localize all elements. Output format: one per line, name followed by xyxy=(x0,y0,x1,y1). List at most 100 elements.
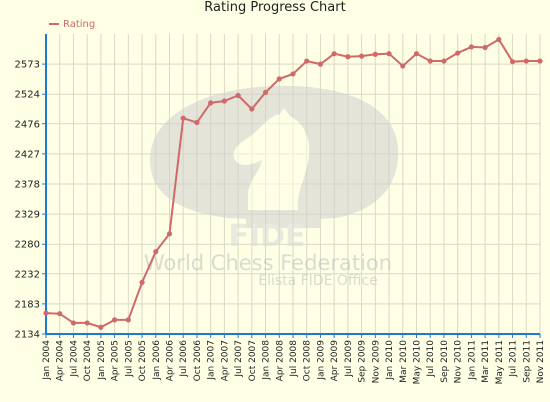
x-tick-label: Jan 2011 xyxy=(467,340,477,381)
x-tick-label: Oct 2006 xyxy=(193,340,203,382)
data-point xyxy=(482,44,488,51)
data-point xyxy=(235,92,241,99)
data-point xyxy=(43,310,49,316)
data-point xyxy=(468,44,474,50)
watermark-line2: Elista FIDE Office xyxy=(258,273,378,289)
fide-watermark: FIDE World Chess Federation Elista FIDE … xyxy=(144,85,399,289)
data-point xyxy=(523,58,529,64)
x-tick-label: Nov 2010 xyxy=(454,340,464,384)
data-point xyxy=(317,61,324,67)
legend: Rating xyxy=(49,18,95,30)
x-tick-label: May 2010 xyxy=(413,340,423,385)
data-point xyxy=(208,100,214,106)
y-tick-labels: 2134 2183 2232 2280 2329 2378 2427 2476 2524 2573 xyxy=(15,60,40,341)
x-tick-label: Jul 2010 xyxy=(426,340,436,378)
data-point xyxy=(125,317,131,323)
x-tick-label: Jan 2006 xyxy=(152,340,162,381)
data-point xyxy=(441,58,447,64)
y-tick-label: 2378 xyxy=(15,180,40,191)
x-tick-label: Jul 2006 xyxy=(179,340,189,378)
chart-title: Rating Progress Chart xyxy=(204,0,346,15)
y-tick-label: 2232 xyxy=(15,269,40,280)
x-tick-label: Jul 2004 xyxy=(69,340,79,378)
data-point xyxy=(331,51,337,57)
data-point xyxy=(153,249,159,255)
x-tick-label: Oct 2007 xyxy=(248,340,258,381)
data-point xyxy=(496,36,502,43)
x-tick-label: Nov 2011 xyxy=(536,340,546,383)
x-tick-label: Oct 2004 xyxy=(83,340,93,382)
y-tick-label: 2183 xyxy=(15,299,40,310)
data-point xyxy=(276,76,282,82)
x-tick-label: Mar 2011 xyxy=(481,340,491,383)
y-tick-label: 2134 xyxy=(15,330,40,341)
data-point xyxy=(249,106,255,112)
x-tick-label: Apr 2009 xyxy=(330,340,340,382)
x-tick-label: Jul 2011 xyxy=(509,340,519,378)
x-tick-label: Mar 2010 xyxy=(399,340,409,383)
x-tick-label: Jan 2010 xyxy=(385,340,395,381)
data-point xyxy=(345,54,351,60)
data-point xyxy=(139,279,145,285)
y-tick-label: 2329 xyxy=(15,210,40,221)
x-tick-label: Jan 2004 xyxy=(42,340,52,381)
x-tick-label: Jul 2009 xyxy=(344,340,354,378)
axes xyxy=(45,34,540,335)
x-tick-label: Jul 2005 xyxy=(124,340,134,378)
x-tick-label: Apr 2008 xyxy=(275,340,285,382)
data-point xyxy=(221,98,227,104)
x-tick-label: Jul 2008 xyxy=(289,340,299,378)
y-tick-label: 2476 xyxy=(15,119,40,130)
data-point xyxy=(57,311,63,317)
data-point xyxy=(98,324,104,330)
data-point xyxy=(400,63,406,69)
watermark-fide: FIDE xyxy=(228,219,305,254)
data-point xyxy=(537,58,543,64)
x-tick-label: Sep 2009 xyxy=(358,340,368,383)
x-tick-label: Jan 2005 xyxy=(97,340,107,381)
x-tick-label: Apr 2004 xyxy=(56,340,66,382)
data-point xyxy=(509,59,516,65)
x-tick-label: Sep 2010 xyxy=(440,340,450,383)
x-tick-label: Nov 2009 xyxy=(371,340,381,384)
x-tick-label: Jul 2007 xyxy=(234,340,244,378)
data-point xyxy=(180,115,186,121)
x-tick-label: Oct 2008 xyxy=(303,340,313,382)
legend-label: Rating xyxy=(63,18,96,30)
x-gridlines xyxy=(45,34,541,338)
knight-icon xyxy=(233,108,310,210)
data-point xyxy=(427,58,433,64)
x-tick-label: Jan 2009 xyxy=(316,340,326,381)
x-tick-label: Apr 2005 xyxy=(111,340,121,381)
x-tick-label: Jan 2007 xyxy=(207,340,217,381)
y-tick-label: 2280 xyxy=(15,240,40,251)
x-tick-label: Apr 2006 xyxy=(166,340,176,382)
x-tick-label: Sep 2011 xyxy=(522,340,532,383)
data-point xyxy=(84,320,90,326)
data-point xyxy=(290,71,296,77)
x-tick-label: Jan 2008 xyxy=(262,340,272,381)
data-point xyxy=(359,53,365,59)
y-tick-label: 2524 xyxy=(15,90,40,101)
x-tick-label: Apr 2007 xyxy=(220,340,230,381)
legend-swatch xyxy=(49,23,59,25)
data-point xyxy=(166,231,173,237)
x-tick-labels: Jan 2004 Apr 2004 Jul 2004 Oct 2004 Jan 2005… xyxy=(42,340,546,385)
x-tick-label: Oct 2005 xyxy=(138,340,148,381)
y-tick-label: 2573 xyxy=(15,60,40,71)
watermark-line1: World Chess Federation xyxy=(144,251,392,275)
series-points xyxy=(43,36,543,330)
data-point xyxy=(112,317,118,323)
data-point xyxy=(70,320,77,326)
data-point xyxy=(304,58,310,64)
x-tick-label: May 2011 xyxy=(495,340,505,384)
data-point xyxy=(386,51,392,57)
y-tick-label: 2427 xyxy=(15,149,40,160)
data-point xyxy=(262,89,269,96)
data-point xyxy=(413,51,420,57)
data-point xyxy=(455,50,461,56)
data-point xyxy=(194,119,200,126)
data-point xyxy=(372,51,378,57)
